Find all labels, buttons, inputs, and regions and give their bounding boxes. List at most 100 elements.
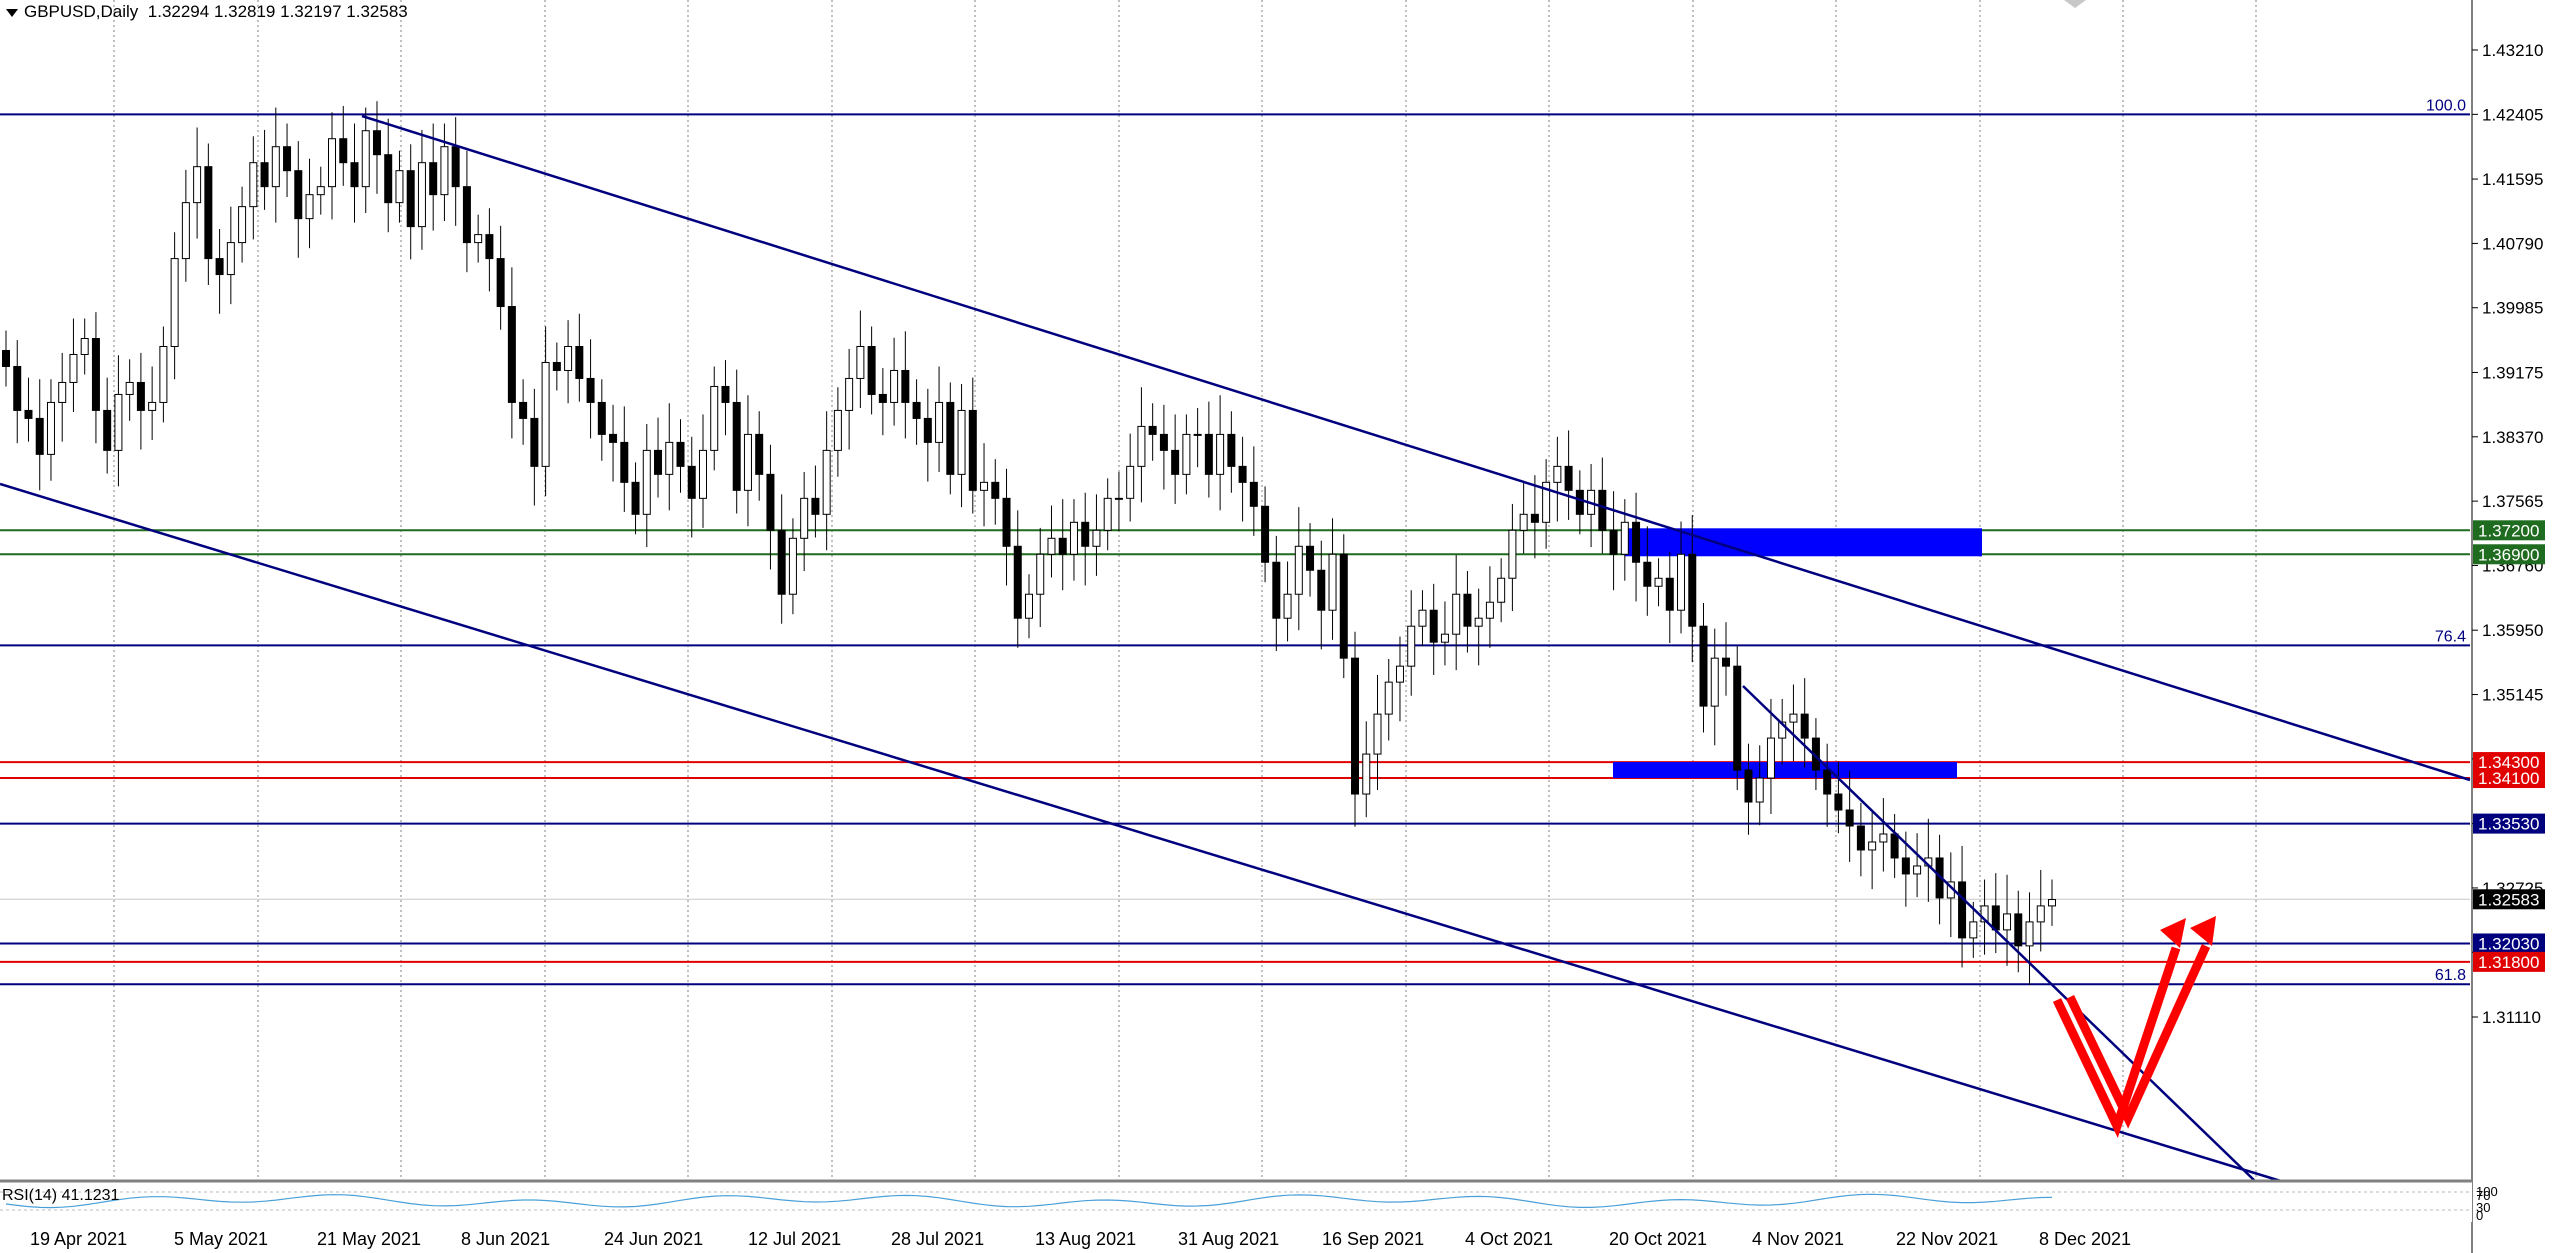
candle-body [46, 401, 55, 455]
candle-body [1362, 753, 1371, 795]
candle-body [69, 353, 78, 383]
date-tick-label: 19 Apr 2021 [30, 1229, 127, 1249]
candle-body [1171, 449, 1180, 475]
candle-body [968, 409, 977, 491]
candle-body [811, 497, 820, 515]
rsi-scale-label: 70 [2476, 1188, 2490, 1203]
price-tick-label: 1.41595 [2482, 170, 2543, 189]
candle-body [58, 381, 67, 403]
candle-body [1913, 865, 1922, 875]
candle-body [935, 401, 944, 443]
candle-body [1193, 433, 1202, 436]
candle-body [1508, 529, 1517, 579]
candle-body [1991, 905, 2000, 931]
candle-body [1519, 513, 1528, 531]
candle-body [474, 234, 483, 244]
candle-body [1744, 769, 1753, 803]
candle-body [1733, 665, 1742, 771]
channel-upper-line [361, 114, 2471, 782]
support-red-price-label: 1.31800 [2478, 953, 2539, 972]
candle-body [1800, 713, 1809, 739]
price-tick-label: 1.35950 [2482, 621, 2543, 640]
shift-marker-icon [2064, 0, 2086, 8]
price-axis[interactable]: 1.43210 1.42405 1.41595 1.40790 1.39985 1.391… [2471, 0, 2545, 1253]
candle-body [1721, 657, 1730, 667]
candle-body [575, 345, 584, 379]
candle-body [1261, 505, 1270, 563]
trend-channel [0, 114, 2471, 1184]
forecast-arrow-path [2052, 946, 2181, 1139]
candle-body [1058, 537, 1067, 555]
candle-body [294, 170, 303, 220]
candle-body [777, 529, 786, 595]
arrow-head [2190, 916, 2216, 946]
price-tick-label: 1.37565 [2482, 492, 2543, 511]
arrow-head [2160, 918, 2186, 948]
candle-body [1294, 545, 1303, 595]
candle-body [451, 146, 460, 188]
candle-body [462, 186, 471, 244]
candle-body [136, 381, 145, 411]
candle-body [1474, 617, 1483, 627]
candle-body [1463, 593, 1472, 627]
target-price-label: 1.33530 [2478, 815, 2539, 834]
sr-high-badge [2473, 752, 2545, 773]
inner-trendline [1742, 685, 2257, 1183]
candle-body [1598, 489, 1607, 531]
candle-body [1238, 465, 1247, 483]
candle-body [35, 417, 44, 455]
candle-body [1159, 433, 1168, 451]
date-tick-label: 8 Dec 2021 [2039, 1229, 2131, 1249]
candle-body [1553, 465, 1562, 483]
candle-body [991, 481, 1000, 499]
candle-body [1182, 433, 1191, 475]
fib-61-label: 61.8 [2435, 967, 2466, 984]
date-tick-label: 31 Aug 2021 [1178, 1229, 1279, 1249]
candle-body [1688, 553, 1697, 627]
candle-body [564, 345, 573, 371]
candle-body [125, 381, 134, 395]
candle-body [867, 345, 876, 395]
date-tick-label: 22 Nov 2021 [1896, 1229, 1998, 1249]
candle-body [440, 146, 449, 196]
candle-body [2, 349, 10, 367]
support-red-badge [2473, 951, 2545, 972]
candle-body [1216, 433, 1225, 475]
date-tick-label: 13 Aug 2021 [1035, 1229, 1136, 1249]
chevron-down-icon[interactable] [6, 8, 18, 17]
candle-body [822, 449, 831, 515]
candle-body [2003, 913, 2012, 931]
candle-body [721, 385, 730, 403]
candle-body [496, 258, 505, 308]
date-axis: 19 Apr 2021 5 May 2021 21 May 2021 8 Jun 20… [30, 1229, 2131, 1249]
demand-zone [1613, 762, 1957, 779]
candle-body [417, 162, 426, 228]
candle-body [800, 497, 809, 539]
price-tick-label: 1.39985 [2482, 299, 2543, 318]
candle-body [586, 377, 595, 403]
candle-body [957, 409, 966, 475]
candle-body [1834, 793, 1843, 811]
candle-body [2025, 921, 2034, 947]
sr-low-badge [2473, 768, 2545, 789]
candle-body [743, 433, 752, 491]
candle-body [91, 338, 100, 411]
candle-body [833, 409, 842, 451]
candle-body [271, 146, 280, 188]
candle-body [159, 345, 168, 403]
candle-body [1384, 681, 1393, 715]
candle-body [1654, 577, 1663, 587]
candle-body [80, 338, 89, 355]
candle-body [856, 345, 865, 379]
candle-body [1069, 521, 1078, 555]
candle-body [13, 365, 22, 411]
candle-body [631, 481, 640, 515]
resistance-low-badge [2473, 544, 2545, 565]
candle-body [1665, 577, 1674, 611]
candle-body [912, 401, 921, 419]
candle-body [1766, 737, 1775, 779]
horizontal-levels: 100.0 76.4 61.8 [0, 97, 2470, 986]
candle-body [710, 385, 719, 451]
candle-body [170, 258, 179, 347]
